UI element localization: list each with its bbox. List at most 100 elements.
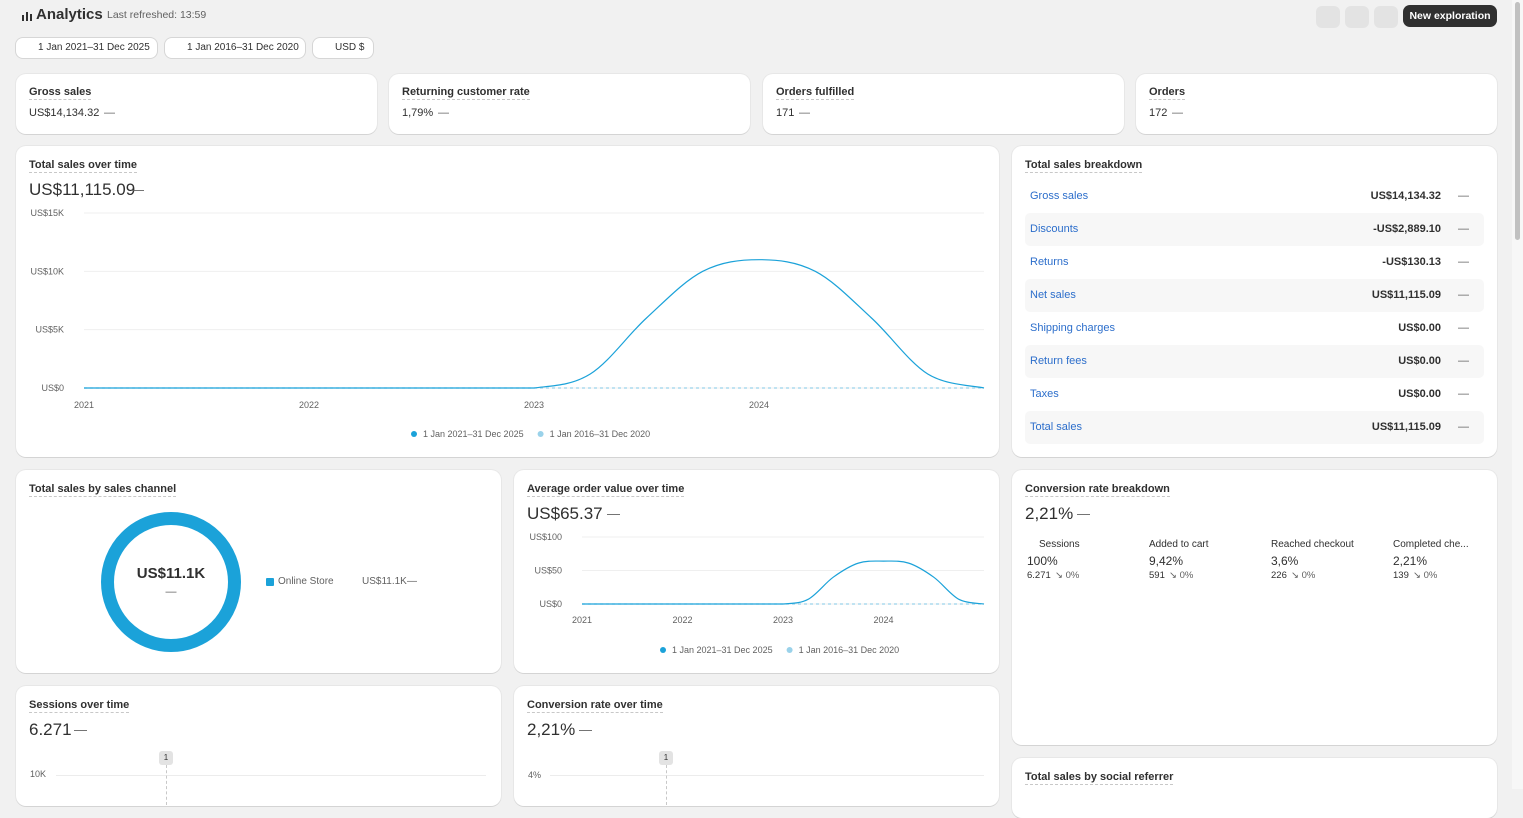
step-name: Reached checkout [1271, 539, 1354, 550]
card-value: 6.271 [29, 720, 72, 739]
row-change: — [1458, 421, 1469, 433]
step-change: ↘ 0% [1413, 570, 1438, 581]
legend-change: — [407, 576, 417, 587]
grid-line [56, 775, 486, 776]
kpi-label: Gross sales [29, 86, 92, 100]
legend-value: US$11.1K [362, 576, 407, 587]
row-name[interactable]: Discounts [1030, 223, 1079, 235]
kpi-card: Orders 172 — [1136, 74, 1497, 134]
step-name: Sessions [1039, 539, 1080, 550]
row-value: US$0.00 [1398, 322, 1441, 334]
scroll-thumb[interactable] [1515, 2, 1520, 240]
row-name[interactable]: Net sales [1030, 289, 1076, 301]
row-name[interactable]: Shipping charges [1030, 322, 1116, 334]
row-change: — [1458, 322, 1469, 334]
card-change: — [579, 722, 592, 737]
kpi-label: Returning customer rate [402, 86, 530, 100]
step-rate: 2,21% [1393, 554, 1428, 568]
step-rate: 9,42% [1149, 554, 1184, 568]
step-change: ↘ 0% [1055, 570, 1080, 581]
kpi-label: Orders fulfilled [776, 86, 855, 100]
refresh-time: Last refreshed: 13:59 [107, 9, 207, 21]
kpi-value: US$14,134.32 [29, 107, 100, 119]
legend-swatch [266, 578, 274, 586]
analytics-icon [22, 12, 32, 21]
kpi-value: 172 [1149, 107, 1168, 119]
kpi-change: — [104, 107, 115, 119]
donut-ring [101, 512, 241, 652]
total-sales-card: Total sales over time US$11,115.09 — [16, 146, 999, 457]
breakdown-row: Discounts -US$2,889.10 — [1025, 213, 1484, 246]
grid-line [550, 775, 984, 776]
breakdown-row: Gross sales US$14,134.32 — [1025, 180, 1484, 213]
new-exploration-button[interactable]: New exploration [1403, 5, 1497, 27]
social-card: Total sales by social referrer [1012, 758, 1497, 818]
row-value: US$11,115.09 [1371, 289, 1441, 301]
kpi-label: Orders [1149, 86, 1186, 100]
row-change: — [1458, 256, 1469, 268]
card-title: Total sales over time [29, 159, 138, 173]
row-change: — [1458, 289, 1469, 301]
breakdown-card: Total sales breakdown Gross sales US$14,1… [1012, 146, 1497, 457]
card-title: Sessions over time [29, 699, 130, 713]
breakdown-row: Return fees US$0.00 — [1025, 345, 1484, 378]
card-change: — [607, 506, 620, 521]
currency-filter[interactable]: USD $ [313, 38, 373, 58]
y-tick-label: 4% [528, 770, 542, 780]
step-name: Added to cart [1149, 539, 1209, 550]
breakdown-row: Total sales US$11,115.09 — [1025, 411, 1484, 444]
donut-change: — [165, 586, 177, 598]
annotation-line [166, 765, 167, 805]
card-title: Total sales by social referrer [1025, 771, 1174, 785]
edit-button[interactable] [1374, 6, 1398, 28]
row-change: — [1458, 223, 1469, 235]
kpi-card: Gross sales US$14,134.32 — [16, 74, 377, 134]
aov-card: Average order value over time US$65.37 — [514, 470, 999, 673]
card-value: US$11,115.09 [29, 180, 136, 199]
row-change: — [1458, 355, 1469, 367]
kpi-change: — [438, 107, 449, 119]
row-value: US$11,115.09 [1371, 421, 1441, 433]
date-filter[interactable]: 1 Jan 2021–31 Dec 2025 [16, 38, 157, 58]
step-count: 6.271 [1027, 570, 1051, 581]
annotation-marker: 1 [159, 751, 173, 765]
row-name[interactable]: Taxes [1030, 388, 1059, 400]
kpi-value: 1,79% [402, 107, 434, 119]
card-title: Total sales breakdown [1025, 159, 1143, 173]
row-value: -US$2,889.10 [1373, 223, 1441, 235]
scrollbar[interactable] [1512, 0, 1523, 789]
analytics-page: {"header":{"title":"Analytics","refreshe… [16, 0, 1523, 818]
kpi-card: Orders fulfilled 171 — [763, 74, 1124, 134]
card-value: 2,21% [527, 720, 576, 739]
row-name[interactable]: Return fees [1030, 355, 1087, 367]
donut-center: US$11.1K [136, 565, 206, 582]
row-name[interactable]: Total sales [1030, 421, 1082, 433]
kpi-change: — [799, 107, 810, 119]
annotation-line [666, 765, 667, 805]
conversion-time-card: Conversion rate over time 2,21% — 4% 1 [514, 686, 999, 806]
breakdown-row: Returns -US$130.13 — [1025, 246, 1484, 279]
card-change: — [131, 182, 144, 197]
refresh-button[interactable] [1316, 6, 1340, 28]
row-value: US$0.00 [1398, 355, 1441, 367]
row-change: — [1458, 388, 1469, 400]
row-name[interactable]: Gross sales [1030, 190, 1089, 202]
page-title: Analytics [36, 6, 103, 23]
step-rate: 3,6% [1271, 554, 1299, 568]
compare-filter[interactable]: 1 Jan 2016–31 Dec 2020 [165, 38, 305, 58]
sessions-card: Sessions over time 6.271 — 10K 1 [16, 686, 501, 806]
breakdown-row: Net sales US$11,115.09 — [1025, 279, 1484, 312]
conversion-card: Conversion rate breakdown 2,21% — Sessio… [1012, 470, 1497, 745]
row-name[interactable]: Returns [1030, 256, 1069, 268]
annotation-marker: 1 [659, 751, 673, 765]
y-tick-label: 10K [30, 769, 47, 779]
sales-channel-card: Total sales by sales channel US$11.1K — … [16, 470, 501, 673]
step-change: ↘ 0% [1291, 570, 1316, 581]
step-count: 591 [1149, 570, 1165, 581]
row-value: US$14,134.32 [1370, 190, 1441, 202]
fullscreen-button[interactable] [1345, 6, 1369, 28]
step-count: 226 [1271, 570, 1287, 581]
card-change: — [74, 722, 87, 737]
card-title: Conversion rate over time [527, 699, 663, 713]
kpi-value: 171 [776, 107, 795, 119]
